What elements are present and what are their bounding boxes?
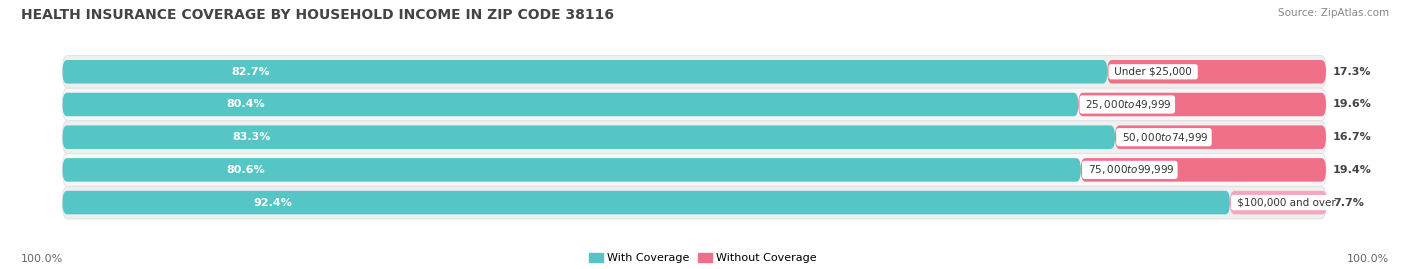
Text: $25,000 to $49,999: $25,000 to $49,999: [1083, 98, 1173, 111]
FancyBboxPatch shape: [62, 191, 1230, 214]
Text: Under $25,000: Under $25,000: [1111, 67, 1195, 77]
Text: $100,000 and over: $100,000 and over: [1233, 198, 1339, 208]
Text: HEALTH INSURANCE COVERAGE BY HOUSEHOLD INCOME IN ZIP CODE 38116: HEALTH INSURANCE COVERAGE BY HOUSEHOLD I…: [21, 8, 614, 22]
FancyBboxPatch shape: [62, 125, 1115, 149]
FancyBboxPatch shape: [1081, 158, 1326, 182]
FancyBboxPatch shape: [62, 60, 1108, 84]
FancyBboxPatch shape: [1230, 191, 1327, 214]
Text: 83.3%: 83.3%: [233, 132, 271, 142]
Text: 16.7%: 16.7%: [1333, 132, 1371, 142]
FancyBboxPatch shape: [62, 154, 1326, 186]
Text: $50,000 to $74,999: $50,000 to $74,999: [1119, 131, 1209, 144]
FancyBboxPatch shape: [62, 186, 1326, 219]
Text: 100.0%: 100.0%: [21, 254, 63, 264]
FancyBboxPatch shape: [1108, 60, 1326, 84]
Text: 80.4%: 80.4%: [226, 100, 264, 109]
FancyBboxPatch shape: [1115, 125, 1326, 149]
Text: 82.7%: 82.7%: [232, 67, 270, 77]
Text: 7.7%: 7.7%: [1333, 198, 1364, 208]
Text: 19.4%: 19.4%: [1333, 165, 1371, 175]
Text: 92.4%: 92.4%: [253, 198, 292, 208]
Text: 17.3%: 17.3%: [1333, 67, 1371, 77]
Text: $75,000 to $99,999: $75,000 to $99,999: [1084, 163, 1175, 176]
FancyBboxPatch shape: [62, 158, 1081, 182]
Text: 100.0%: 100.0%: [1347, 254, 1389, 264]
FancyBboxPatch shape: [62, 93, 1078, 116]
FancyBboxPatch shape: [62, 55, 1326, 88]
FancyBboxPatch shape: [62, 88, 1326, 121]
Text: Source: ZipAtlas.com: Source: ZipAtlas.com: [1278, 8, 1389, 18]
Text: 80.6%: 80.6%: [226, 165, 266, 175]
Text: 19.6%: 19.6%: [1333, 100, 1371, 109]
FancyBboxPatch shape: [1078, 93, 1326, 116]
FancyBboxPatch shape: [62, 121, 1326, 154]
Legend: With Coverage, Without Coverage: With Coverage, Without Coverage: [589, 253, 817, 263]
